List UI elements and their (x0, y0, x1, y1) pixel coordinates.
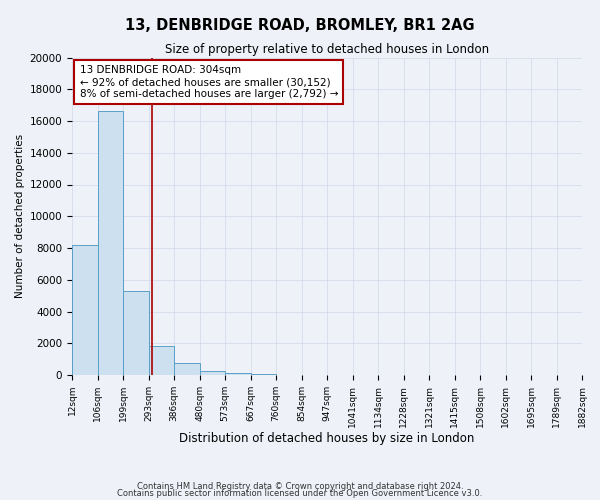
Text: Contains public sector information licensed under the Open Government Licence v3: Contains public sector information licen… (118, 489, 482, 498)
Bar (174, 363, 200, 375)
Text: Contains HM Land Registry data © Crown copyright and database right 2024.: Contains HM Land Registry data © Crown c… (137, 482, 463, 491)
Text: 13 DENBRIDGE ROAD: 304sqm
← 92% of detached houses are smaller (30,152)
8% of se: 13 DENBRIDGE ROAD: 304sqm ← 92% of detac… (80, 66, 338, 98)
Y-axis label: Number of detached properties: Number of detached properties (16, 134, 25, 298)
X-axis label: Distribution of detached houses by size in London: Distribution of detached houses by size … (179, 432, 475, 446)
Title: Size of property relative to detached houses in London: Size of property relative to detached ho… (165, 44, 489, 57)
Bar (200, 370, 225, 375)
Bar (149, 346, 174, 375)
Bar (72, 245, 98, 375)
Text: 13, DENBRIDGE ROAD, BROMLEY, BR1 2AG: 13, DENBRIDGE ROAD, BROMLEY, BR1 2AG (125, 18, 475, 32)
Bar (251, 374, 276, 375)
Bar (123, 291, 149, 375)
Bar (98, 112, 123, 375)
Bar (225, 373, 251, 375)
